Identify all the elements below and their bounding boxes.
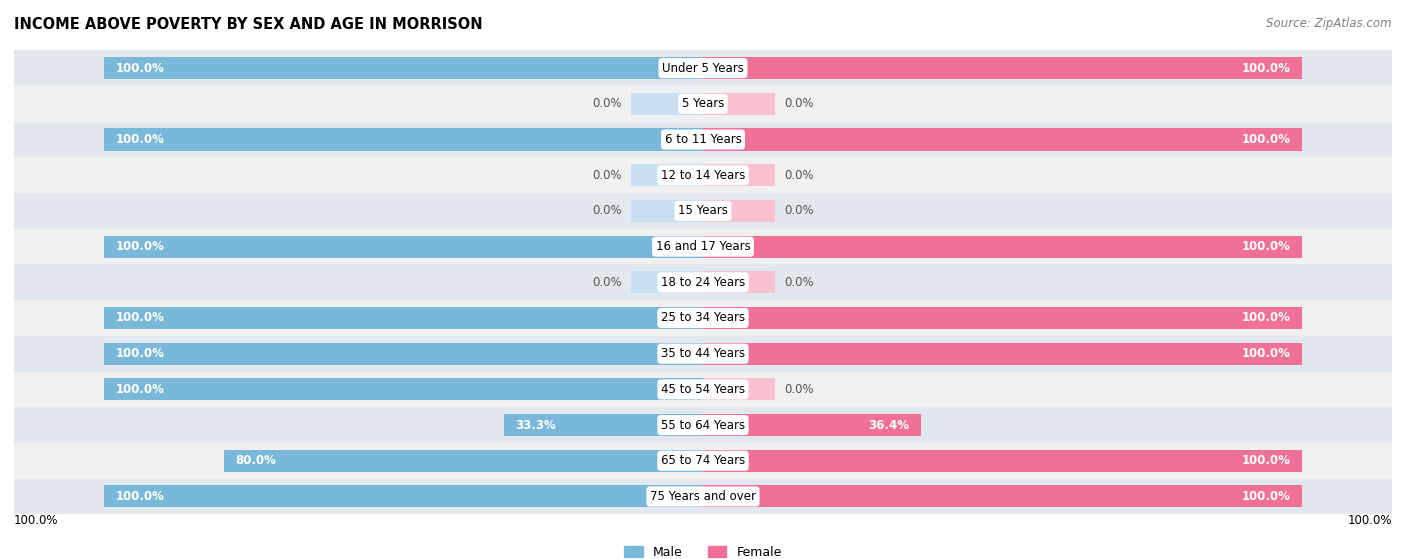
Text: 5 Years: 5 Years xyxy=(682,97,724,110)
Bar xyxy=(224,449,703,472)
Text: 36.4%: 36.4% xyxy=(868,419,910,432)
Bar xyxy=(703,414,921,436)
Bar xyxy=(14,122,1392,158)
Text: INCOME ABOVE POVERTY BY SEX AND AGE IN MORRISON: INCOME ABOVE POVERTY BY SEX AND AGE IN M… xyxy=(14,17,482,32)
Text: 0.0%: 0.0% xyxy=(785,276,814,289)
Text: 100.0%: 100.0% xyxy=(115,311,165,324)
Bar xyxy=(104,378,703,400)
Text: 6 to 11 Years: 6 to 11 Years xyxy=(665,133,741,146)
Text: 12 to 14 Years: 12 to 14 Years xyxy=(661,169,745,182)
Bar xyxy=(14,336,1392,372)
Text: 0.0%: 0.0% xyxy=(785,169,814,182)
Text: 0.0%: 0.0% xyxy=(785,205,814,217)
Text: 100.0%: 100.0% xyxy=(1241,133,1291,146)
Text: 0.0%: 0.0% xyxy=(785,383,814,396)
Text: 0.0%: 0.0% xyxy=(592,169,621,182)
Bar xyxy=(104,343,703,364)
Bar xyxy=(703,307,1302,329)
Text: 100.0%: 100.0% xyxy=(1241,490,1291,503)
Bar xyxy=(104,235,703,258)
Bar xyxy=(14,229,1392,264)
Text: 100.0%: 100.0% xyxy=(1241,347,1291,360)
Text: 25 to 34 Years: 25 to 34 Years xyxy=(661,311,745,324)
Text: 15 Years: 15 Years xyxy=(678,205,728,217)
Text: 0.0%: 0.0% xyxy=(785,97,814,110)
Text: Under 5 Years: Under 5 Years xyxy=(662,61,744,75)
Text: 100.0%: 100.0% xyxy=(1241,240,1291,253)
Bar xyxy=(14,300,1392,336)
Text: 100.0%: 100.0% xyxy=(14,514,59,527)
Bar xyxy=(631,164,703,186)
Bar xyxy=(104,485,703,508)
Bar xyxy=(14,443,1392,479)
Bar xyxy=(703,485,1302,508)
Text: 35 to 44 Years: 35 to 44 Years xyxy=(661,347,745,360)
Text: 55 to 64 Years: 55 to 64 Years xyxy=(661,419,745,432)
Text: 33.3%: 33.3% xyxy=(516,419,557,432)
Bar xyxy=(703,93,775,115)
Bar xyxy=(14,50,1392,86)
Text: 0.0%: 0.0% xyxy=(592,97,621,110)
Text: 0.0%: 0.0% xyxy=(592,276,621,289)
Bar xyxy=(703,57,1302,79)
Text: 100.0%: 100.0% xyxy=(1241,311,1291,324)
Bar xyxy=(703,129,1302,150)
Bar xyxy=(703,200,775,222)
Bar xyxy=(703,378,775,400)
Text: 100.0%: 100.0% xyxy=(115,347,165,360)
Bar xyxy=(703,343,1302,364)
Bar xyxy=(703,271,775,293)
Text: 75 Years and over: 75 Years and over xyxy=(650,490,756,503)
Text: 18 to 24 Years: 18 to 24 Years xyxy=(661,276,745,289)
Bar xyxy=(631,271,703,293)
Text: 100.0%: 100.0% xyxy=(115,240,165,253)
Text: 16 and 17 Years: 16 and 17 Years xyxy=(655,240,751,253)
Bar xyxy=(14,479,1392,514)
Bar xyxy=(503,414,703,436)
Text: 0.0%: 0.0% xyxy=(592,205,621,217)
Bar xyxy=(703,449,1302,472)
Text: 100.0%: 100.0% xyxy=(115,490,165,503)
Text: Source: ZipAtlas.com: Source: ZipAtlas.com xyxy=(1267,17,1392,30)
Bar xyxy=(104,57,703,79)
Bar xyxy=(631,200,703,222)
Text: 100.0%: 100.0% xyxy=(115,383,165,396)
Bar xyxy=(703,164,775,186)
Bar xyxy=(14,193,1392,229)
Bar xyxy=(14,86,1392,122)
Bar xyxy=(14,158,1392,193)
Bar xyxy=(14,264,1392,300)
Legend: Male, Female: Male, Female xyxy=(619,541,787,559)
Text: 65 to 74 Years: 65 to 74 Years xyxy=(661,454,745,467)
Bar xyxy=(104,307,703,329)
Text: 100.0%: 100.0% xyxy=(115,133,165,146)
Bar xyxy=(703,235,1302,258)
Bar xyxy=(631,93,703,115)
Bar xyxy=(14,372,1392,407)
Text: 80.0%: 80.0% xyxy=(236,454,277,467)
Text: 100.0%: 100.0% xyxy=(1241,61,1291,75)
Bar xyxy=(104,129,703,150)
Text: 100.0%: 100.0% xyxy=(1347,514,1392,527)
Text: 100.0%: 100.0% xyxy=(115,61,165,75)
Text: 100.0%: 100.0% xyxy=(1241,454,1291,467)
Bar xyxy=(14,407,1392,443)
Text: 45 to 54 Years: 45 to 54 Years xyxy=(661,383,745,396)
